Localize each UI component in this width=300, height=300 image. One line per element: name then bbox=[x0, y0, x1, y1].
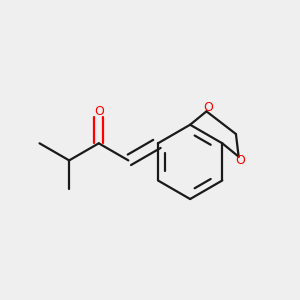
Text: O: O bbox=[203, 101, 213, 114]
Text: O: O bbox=[94, 105, 104, 118]
Text: O: O bbox=[235, 154, 245, 167]
